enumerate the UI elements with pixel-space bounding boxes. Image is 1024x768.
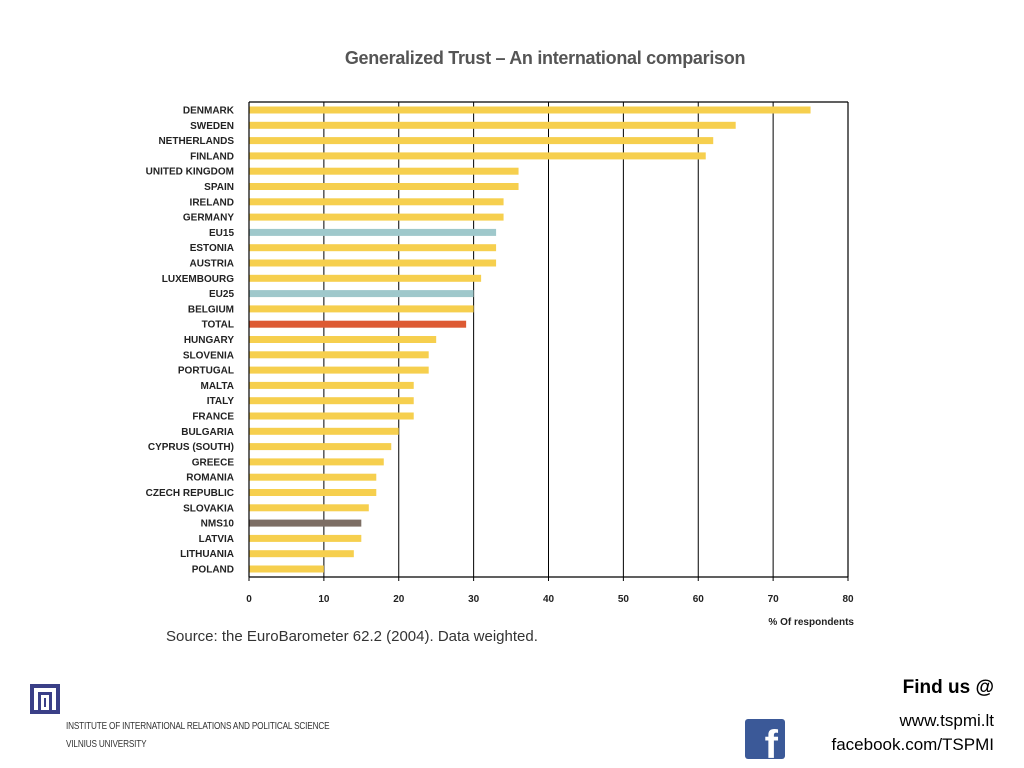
bar	[249, 106, 811, 114]
category-label: SLOVAKIA	[183, 503, 234, 514]
category-label: GERMANY	[183, 213, 234, 224]
bar	[249, 183, 519, 190]
category-label: HUNGARY	[184, 335, 235, 346]
bar	[249, 274, 482, 282]
category-label: LITHUANIA	[180, 549, 234, 560]
category-label: EU15	[209, 228, 234, 239]
bars	[249, 106, 811, 573]
category-label: ITALY	[207, 396, 235, 407]
category-label: IRELAND	[190, 197, 234, 208]
category-label: TOTAL	[202, 320, 234, 331]
facebook-link[interactable]: facebook.com/TSPMI	[831, 735, 994, 754]
x-tick-label: 30	[468, 594, 480, 605]
bar	[249, 489, 377, 496]
category-label: BELGIUM	[188, 304, 234, 315]
bar	[249, 504, 369, 512]
category-label: FRANCE	[192, 412, 234, 423]
facebook-icon[interactable]: f	[745, 719, 785, 759]
axes	[248, 101, 849, 581]
bar	[249, 427, 399, 435]
bar	[249, 152, 706, 160]
bar	[249, 228, 497, 236]
category-labels: DENMARK SWEDEN NETHERLANDS FINLAND UNITED KI…	[146, 106, 235, 576]
bar	[249, 167, 519, 175]
x-tick-labels: 0 10 20 30 40 50 60 70 80	[246, 594, 854, 605]
category-label: NMS10	[201, 519, 235, 530]
category-label: BULGARIA	[181, 427, 234, 438]
x-tick-label: 20	[393, 594, 405, 605]
category-label: LATVIA	[199, 534, 234, 545]
category-label: UNITED KINGDOM	[146, 167, 234, 178]
category-label: POLAND	[192, 565, 234, 576]
bar	[249, 473, 377, 481]
institution-line-2: Vilnius University	[66, 739, 147, 750]
category-label: CZECH REPUBLIC	[146, 488, 234, 499]
bar	[249, 458, 384, 466]
category-label: DENMARK	[183, 106, 235, 117]
source-note: Source: the EuroBarometer 62.2 (2004). D…	[166, 628, 538, 645]
category-label: ESTONIA	[190, 243, 234, 254]
x-tick-label: 50	[618, 594, 630, 605]
category-label: CYPRUS (SOUTH)	[148, 442, 234, 453]
bar	[249, 213, 504, 221]
website-link[interactable]: www.tspmi.lt	[899, 711, 994, 730]
bar	[249, 519, 362, 527]
bar	[249, 381, 414, 389]
bar	[249, 320, 467, 328]
x-tick-label: 80	[842, 594, 854, 605]
category-label: PORTUGAL	[178, 366, 234, 377]
category-label: AUSTRIA	[190, 259, 234, 270]
tspmi-logo-icon	[28, 682, 62, 716]
bar	[249, 290, 474, 298]
category-label: MALTA	[200, 381, 234, 392]
bar	[249, 121, 736, 129]
category-label: SLOVENIA	[183, 350, 234, 361]
institution-line-1: Institute of International Relations and…	[66, 721, 330, 732]
bar-chart: DENMARK SWEDEN NETHERLANDS FINLAND UNITED KI…	[146, 101, 854, 605]
bar	[249, 305, 474, 313]
x-tick-label: 70	[768, 594, 780, 605]
x-axis-label: % Of respondents	[768, 617, 854, 628]
bar	[249, 565, 324, 573]
bar	[249, 244, 497, 252]
bar	[249, 336, 437, 343]
category-label: GREECE	[192, 457, 235, 468]
bar	[249, 397, 414, 405]
find-us-heading: Find us @	[902, 677, 994, 698]
institution-name: Institute of International Relations and…	[66, 718, 330, 754]
bar	[249, 443, 392, 451]
category-label: LUXEMBOURG	[162, 274, 234, 285]
category-label: SWEDEN	[190, 121, 234, 132]
bar	[249, 351, 429, 359]
x-tick-label: 10	[318, 594, 330, 605]
bar	[249, 412, 414, 420]
category-label: ROMANIA	[186, 473, 234, 484]
bar	[249, 366, 429, 374]
bar	[249, 534, 362, 542]
x-tick-label: 40	[543, 594, 555, 605]
x-tick-label: 0	[246, 594, 252, 605]
category-label: NETHERLANDS	[158, 136, 234, 147]
bar	[249, 550, 354, 558]
chart-title: Generalized Trust – An international com…	[344, 48, 746, 68]
category-label: FINLAND	[190, 151, 234, 162]
category-label: SPAIN	[204, 182, 234, 193]
bar	[249, 259, 497, 267]
category-label: EU25	[209, 289, 234, 300]
bar	[249, 198, 504, 206]
bar	[249, 137, 714, 145]
x-tick-label: 60	[693, 594, 705, 605]
